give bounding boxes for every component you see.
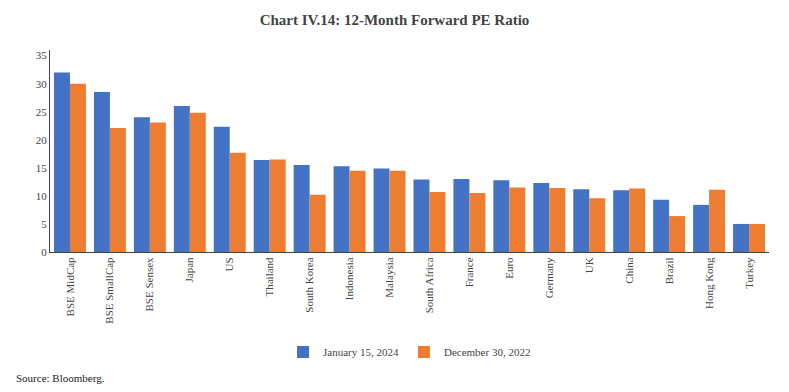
svg-text:35: 35 — [36, 49, 48, 61]
svg-text:January 15, 2024: January 15, 2024 — [323, 346, 399, 358]
svg-text:15: 15 — [36, 162, 48, 174]
svg-text:Turkey: Turkey — [743, 257, 755, 289]
svg-text:UK: UK — [583, 257, 595, 273]
svg-text:Malaysia: Malaysia — [383, 257, 395, 297]
svg-text:5: 5 — [41, 218, 47, 230]
svg-text:20: 20 — [36, 134, 48, 146]
svg-text:South Korea: South Korea — [303, 257, 315, 312]
svg-text:30: 30 — [36, 78, 48, 90]
svg-text:France: France — [463, 257, 475, 287]
svg-text:BSE Sensex: BSE Sensex — [143, 257, 155, 312]
svg-text:South Africa: South Africa — [423, 257, 435, 313]
svg-text:US: US — [223, 257, 235, 271]
svg-text:25: 25 — [36, 106, 48, 118]
svg-text:Chart IV.14: 12-Month Forward: Chart IV.14: 12-Month Forward PE Ratio — [260, 12, 530, 28]
svg-text:Hong Kong: Hong Kong — [703, 257, 715, 309]
svg-text:Germany: Germany — [543, 257, 555, 298]
svg-text:0: 0 — [41, 246, 47, 258]
svg-text:Source: Bloomberg.: Source: Bloomberg. — [16, 372, 105, 384]
svg-text:BSE MidCap: BSE MidCap — [64, 257, 76, 316]
svg-text:10: 10 — [36, 190, 48, 202]
svg-text:China: China — [623, 257, 635, 283]
svg-text:Indonesia: Indonesia — [343, 257, 355, 300]
svg-text:Euro: Euro — [503, 257, 515, 279]
svg-text:Japan: Japan — [183, 257, 195, 283]
svg-text:BSE SmallCap: BSE SmallCap — [103, 257, 115, 324]
svg-text:Brazil: Brazil — [663, 257, 675, 284]
svg-text:Thailand: Thailand — [263, 257, 275, 297]
svg-text:December 30, 2022: December 30, 2022 — [444, 346, 530, 358]
